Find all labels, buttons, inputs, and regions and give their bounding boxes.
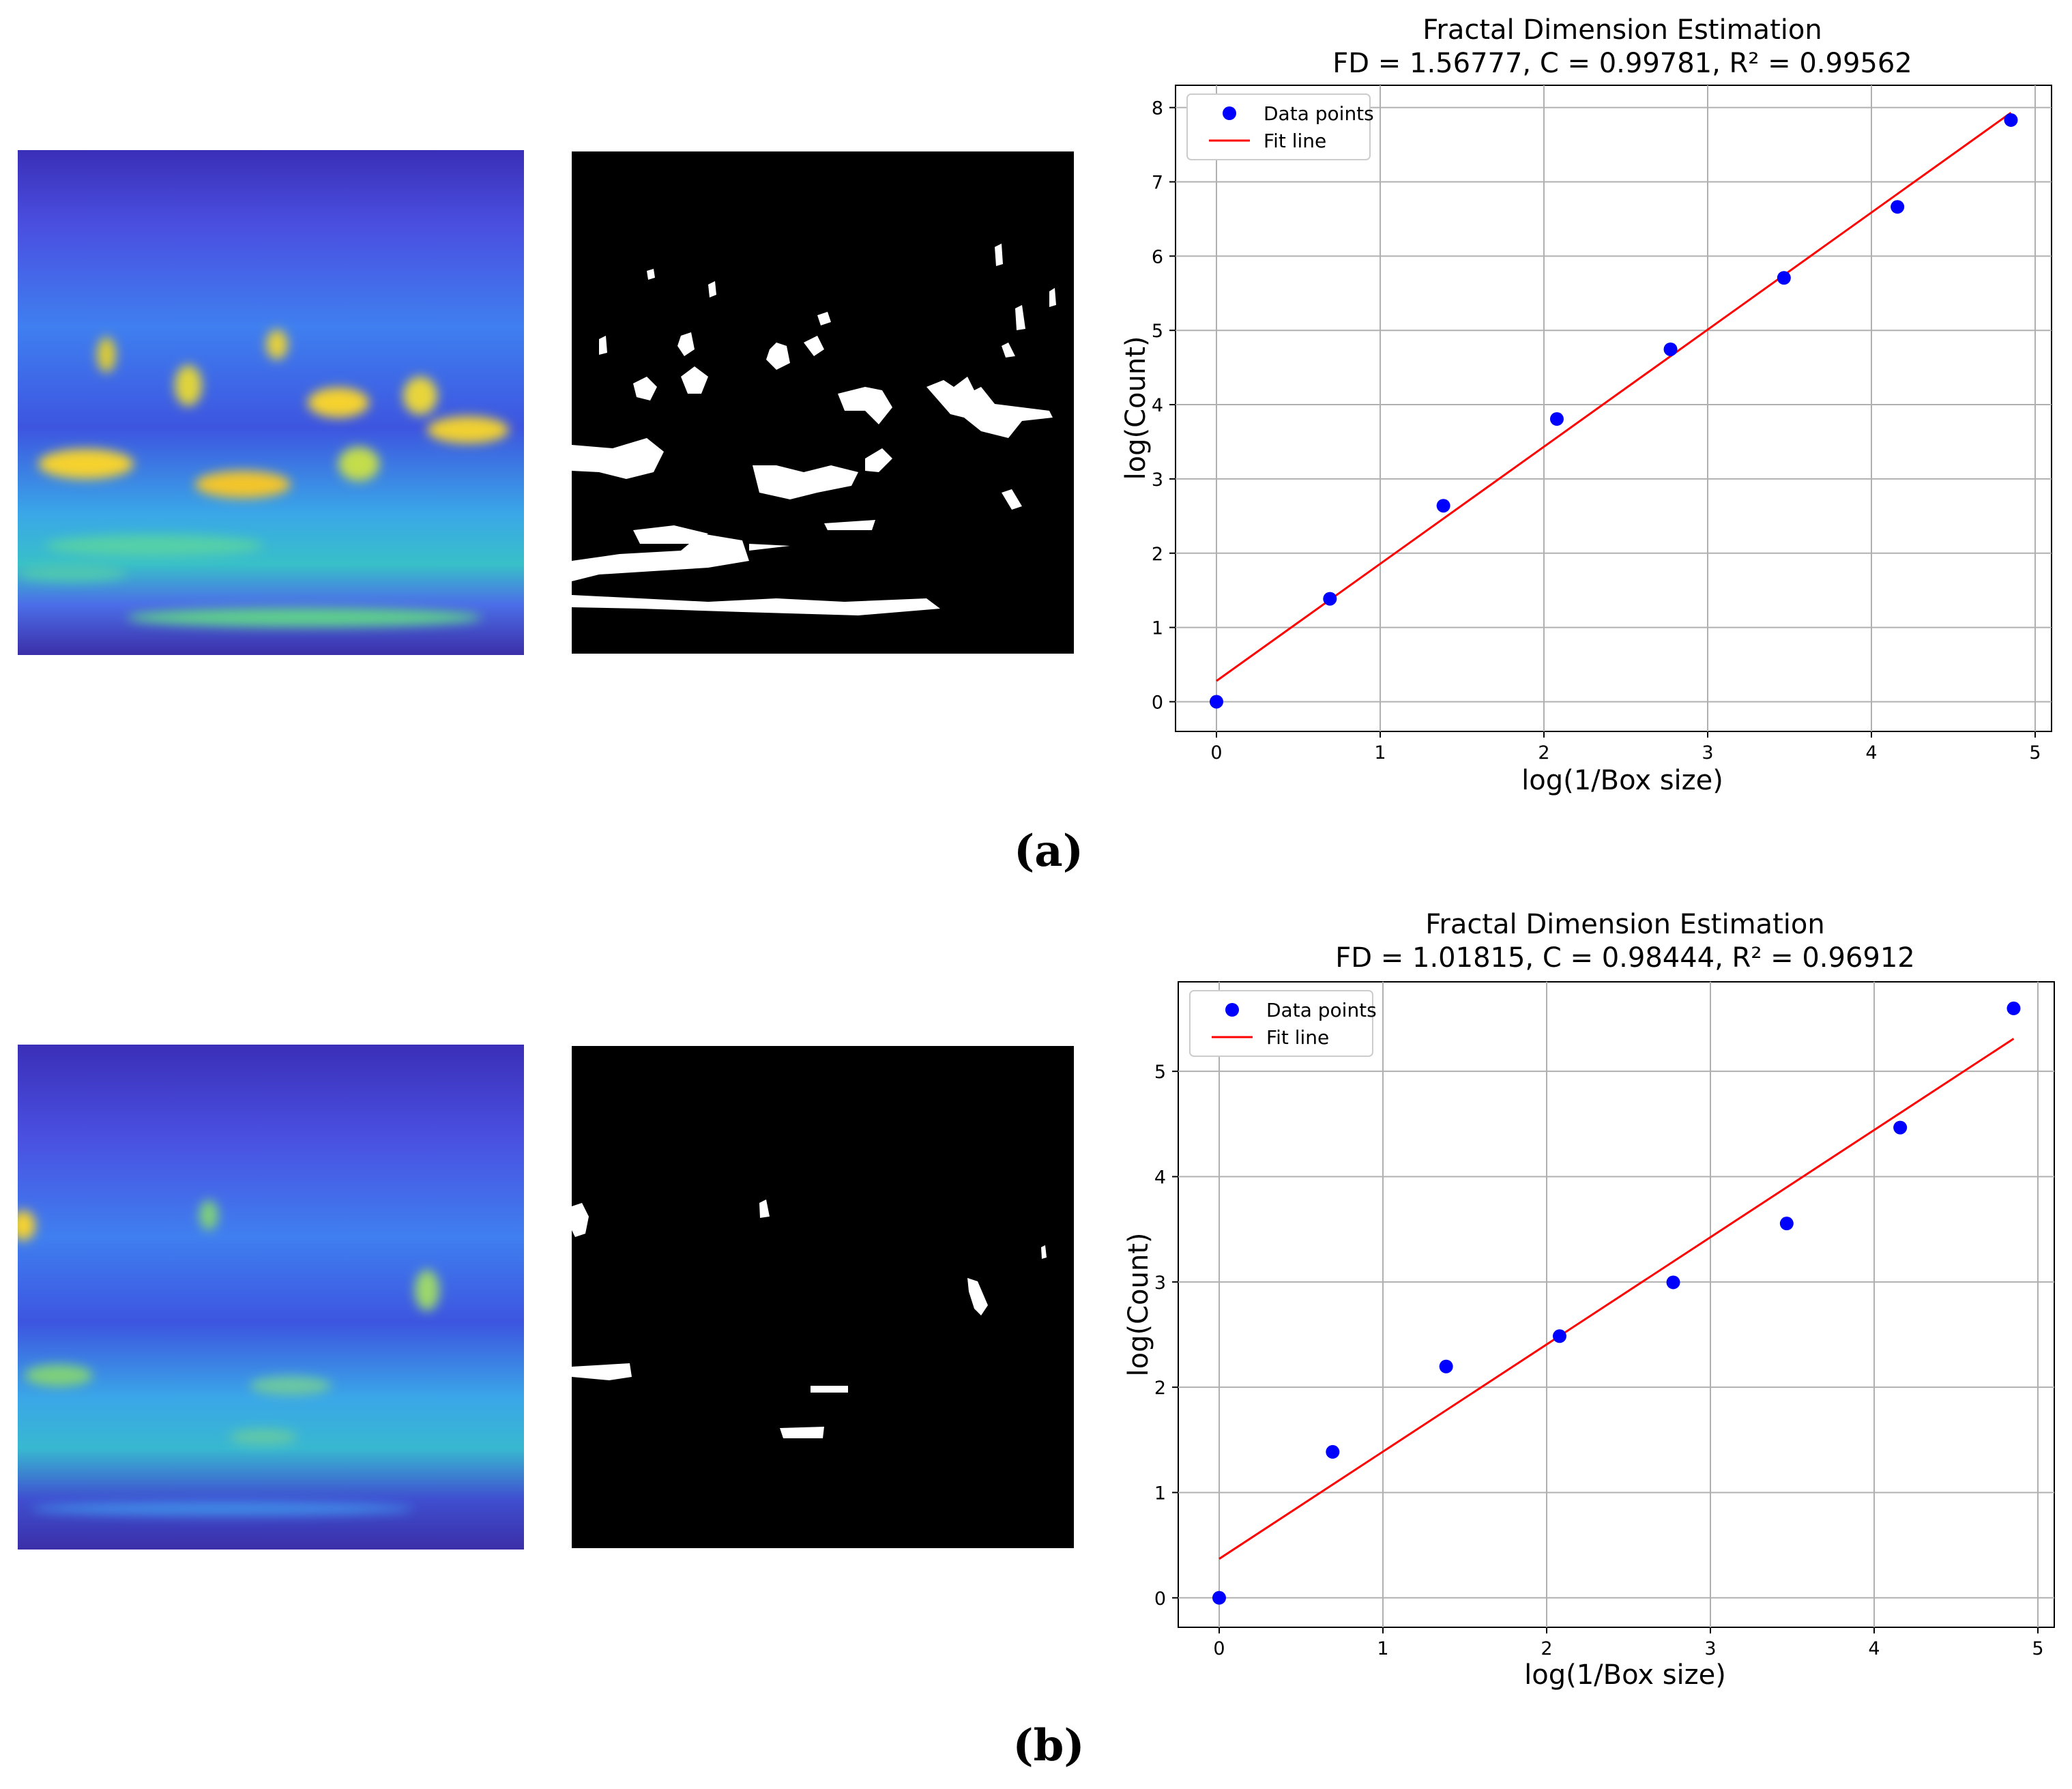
data-point [1891,200,1905,214]
y-tick-label: 3 [1154,1272,1166,1294]
x-ticks: 0 1 2 3 4 5 [1213,1627,2044,1659]
fit-line [1219,1038,2015,1560]
panel-label-b: (b) [1012,1720,1085,1771]
grid [1178,982,2054,1627]
data-point [2004,113,2018,127]
chart-title-line1: Fractal Dimension Estimation [1422,14,1822,46]
y-axis-title: log(Count) [1123,1233,1154,1377]
legend-marker-data-points [1223,106,1236,120]
legend-label-fit-line: Fit line [1266,1026,1329,1049]
data-point [1212,1590,1226,1605]
data-point [1326,1444,1340,1459]
x-tick-label: 2 [1538,742,1549,763]
grid [1176,85,2052,731]
x-tick-label: 4 [1865,742,1877,763]
data-point [2007,1001,2021,1015]
data-point [1893,1120,1908,1135]
fit-line [1216,112,2012,682]
x-tick-label: 5 [2029,742,2041,763]
chart-title-line1: Fractal Dimension Estimation [1425,909,1824,940]
x-tick-label: 1 [1377,1638,1388,1659]
legend-label-data-points: Data points [1264,102,1374,125]
y-tick-label: 4 [1154,1167,1166,1188]
y-tick-label: 4 [1152,395,1163,416]
y-tick-label: 5 [1154,1062,1166,1083]
x-axis-title: log(1/Box size) [1524,1659,1726,1691]
x-tick-label: 2 [1541,1638,1552,1659]
legend: Data points Fit line [1186,93,1374,160]
y-tick-label: 6 [1152,246,1163,267]
chart-title-line2: FD = 1.56777, C = 0.99781, R² = 0.99562 [1332,48,1912,79]
y-tick-label: 3 [1152,469,1163,491]
data-points [1210,113,2018,709]
fractal-plot-b: Fractal Dimension Estimation FD = 1.0181… [1123,909,2055,1691]
x-tick-label: 3 [1702,742,1713,763]
x-tick-label: 3 [1704,1638,1716,1659]
y-tick-label: 0 [1152,692,1163,713]
data-point [1777,271,1791,285]
binary-mask-shapes [572,244,1056,615]
y-tick-label: 1 [1154,1483,1166,1504]
wavelet-scalogram-image [18,150,524,655]
figure-panel-b: Fractal Dimension Estimation FD = 1.0181… [0,894,2072,1789]
legend: Data points Fit line [1189,990,1377,1057]
scalogram-heatmap [18,150,524,655]
chart-title-line2: FD = 1.01815, C = 0.98444, R² = 0.96912 [1335,942,1915,974]
fit-line-path [1219,1038,2015,1560]
y-tick-label: 1 [1152,618,1163,639]
plot-area [1175,85,2052,732]
binary-mask-shapes [572,1199,1047,1438]
y-ticks: 0 1 2 3 4 5 6 7 8 [1152,98,1176,713]
y-tick-label: 5 [1152,321,1163,342]
data-point [1779,1217,1794,1231]
x-axis-title: log(1/Box size) [1521,765,1723,796]
legend-label-data-points: Data points [1266,999,1377,1021]
wavelet-scalogram-image [18,1045,524,1550]
y-tick-label: 7 [1152,173,1163,194]
x-tick-label: 1 [1374,742,1386,763]
panel-label-a: (a) [1013,826,1084,877]
fractal-plot-a: Fractal Dimension Estimation FD = 1.5677… [1120,14,2052,796]
fit-line-path [1216,112,2012,682]
figure-panel-a: Fractal Dimension Estimation FD = 1.5677… [0,0,2072,894]
legend-marker-data-points [1225,1003,1239,1017]
binary-mask-image [572,1046,1074,1548]
plot-area [1178,981,2055,1628]
x-ticks: 0 1 2 3 4 5 [1210,731,2041,763]
data-point [1210,695,1223,709]
y-tick-label: 0 [1154,1588,1166,1610]
binary-mask-image [572,151,1074,654]
x-tick-label: 0 [1213,1638,1225,1659]
data-point [1663,342,1678,356]
x-tick-label: 5 [2032,1638,2043,1659]
data-point [1323,592,1337,606]
data-point [1549,412,1564,426]
y-ticks: 0 1 2 3 4 5 [1154,1062,1178,1610]
y-tick-label: 2 [1154,1378,1166,1399]
scalogram-heatmap [18,1045,524,1550]
y-tick-label: 8 [1152,98,1163,119]
x-tick-label: 0 [1210,742,1222,763]
data-point [1666,1275,1680,1290]
y-tick-label: 2 [1152,544,1163,565]
x-tick-label: 4 [1868,1638,1880,1659]
data-point [1552,1329,1566,1343]
data-points [1212,1001,2021,1605]
legend-label-fit-line: Fit line [1264,130,1326,152]
data-point [1436,499,1450,513]
y-axis-title: log(Count) [1120,336,1152,480]
data-point [1439,1359,1453,1373]
